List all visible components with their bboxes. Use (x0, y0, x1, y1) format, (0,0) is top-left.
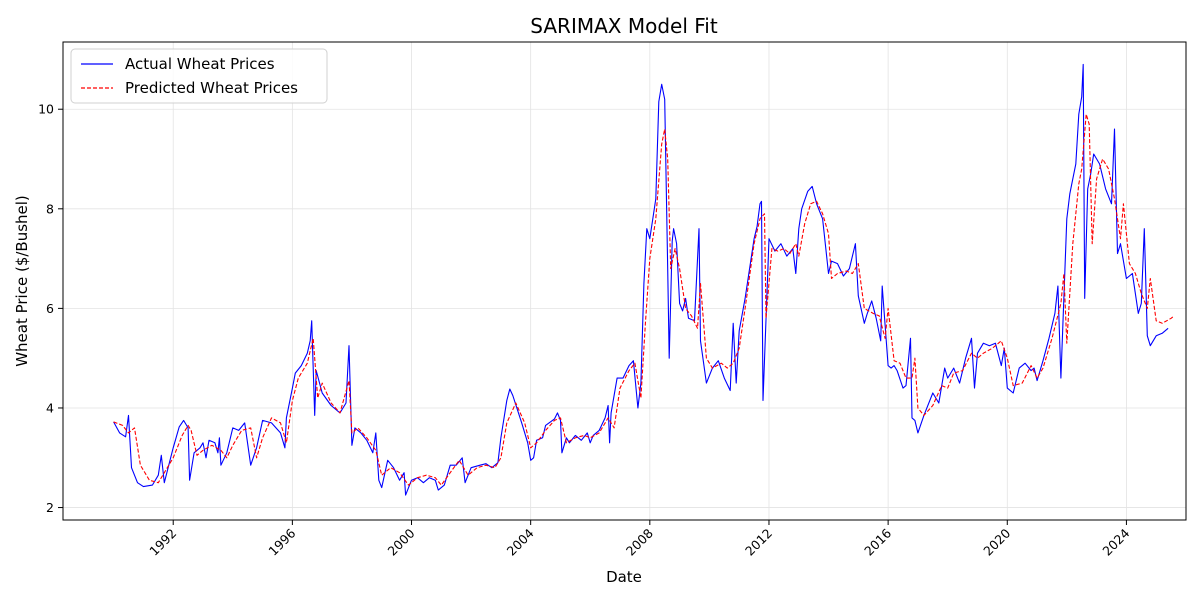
x-axis-label: Date (606, 568, 642, 586)
chart-title: SARIMAX Model Fit (530, 14, 718, 38)
legend-box (70, 48, 328, 104)
y-tick-label: 8 (46, 201, 54, 216)
y-axis: 2 4 6 8 10 (38, 102, 63, 515)
x-axis: 1992 1996 2000 2004 2008 2012 2016 2020 2024 (146, 520, 1133, 559)
legend: Actual Wheat Prices Predicted Wheat Price… (70, 48, 328, 104)
y-tick-label: 4 (46, 400, 54, 415)
grid (63, 42, 1186, 520)
legend-label: Actual Wheat Prices (125, 55, 275, 73)
plot-frame (62, 41, 1187, 521)
series-line-predicted (113, 113, 1175, 486)
y-tick-label: 2 (46, 500, 54, 515)
y-tick-label: 10 (38, 102, 54, 117)
y-tick-label: 6 (46, 301, 54, 316)
legend-label: Predicted Wheat Prices (125, 79, 298, 97)
series-layer (113, 63, 1175, 496)
y-axis-label: Wheat Price ($/Bushel) (13, 195, 31, 367)
